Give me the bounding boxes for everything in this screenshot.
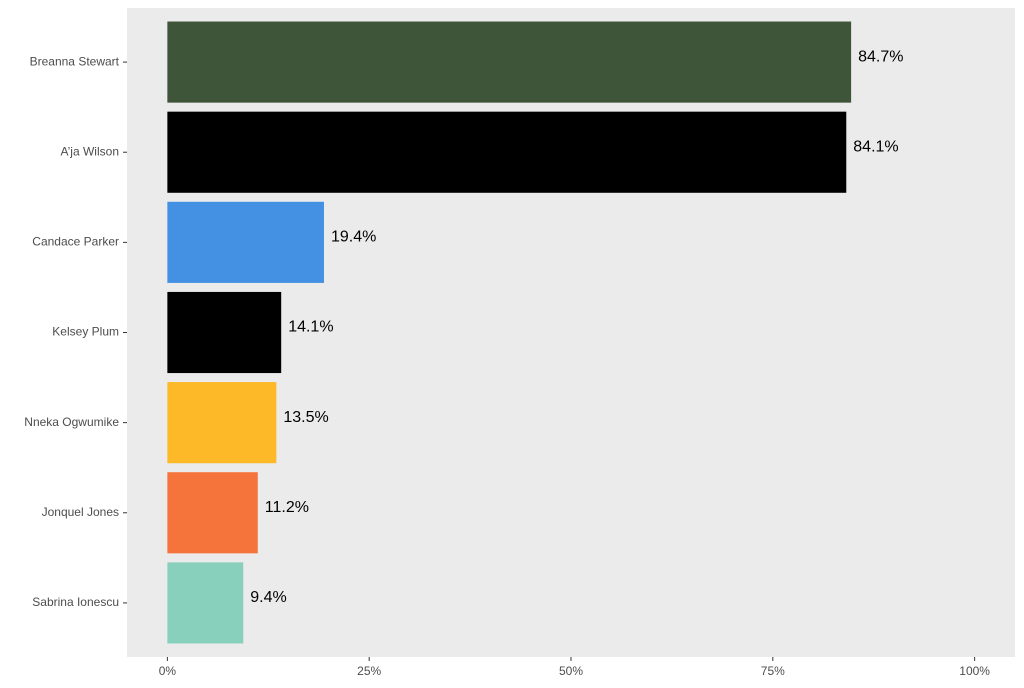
value-label: 9.4% <box>250 589 286 606</box>
bar <box>167 562 244 644</box>
bar <box>167 291 282 374</box>
x-tick-label: 75% <box>761 664 785 678</box>
y-tick-label: Kelsey Plum <box>52 325 119 339</box>
value-label: 19.4% <box>331 229 376 246</box>
x-tick-label: 25% <box>357 664 381 678</box>
value-label: 13.5% <box>283 409 328 426</box>
y-tick-label: A’ja Wilson <box>61 144 119 158</box>
value-label: 14.1% <box>288 319 333 336</box>
y-tick-label: Candace Parker <box>32 235 119 249</box>
value-label: 84.1% <box>853 138 898 155</box>
y-tick-label: Breanna Stewart <box>30 54 120 68</box>
bar <box>167 382 277 464</box>
value-label: 84.7% <box>858 48 903 65</box>
x-tick-label: 50% <box>559 664 583 678</box>
value-label: 11.2% <box>265 499 309 516</box>
bar <box>167 111 847 193</box>
bar <box>167 21 852 103</box>
x-tick-label: 100% <box>959 664 990 678</box>
x-tick-label: 0% <box>159 664 177 678</box>
bar <box>167 472 258 554</box>
y-tick-label: Nneka Ogwumike <box>24 415 119 429</box>
bar <box>167 201 324 283</box>
y-tick-label: Sabrina Ionescu <box>32 595 119 609</box>
y-tick-label: Jonquel Jones <box>42 505 119 519</box>
